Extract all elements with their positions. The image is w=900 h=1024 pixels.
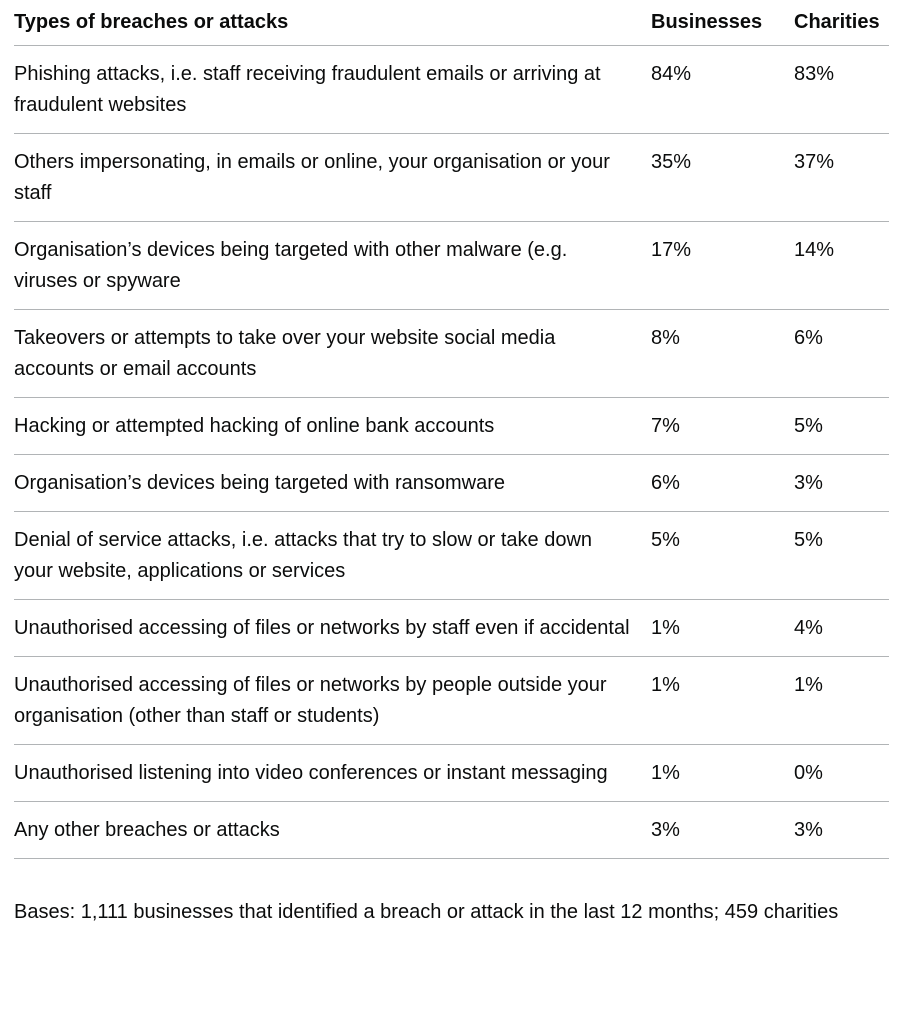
charities-value: 3% xyxy=(794,454,889,512)
charities-value: 6% xyxy=(794,309,889,398)
row-label: Unauthorised accessing of files or netwo… xyxy=(14,656,651,745)
businesses-value: 1% xyxy=(651,599,794,657)
charities-value: 1% xyxy=(794,656,889,745)
header-type: Types of breaches or attacks xyxy=(14,0,651,46)
charities-value: 37% xyxy=(794,133,889,222)
charities-value: 4% xyxy=(794,599,889,657)
businesses-value: 6% xyxy=(651,454,794,512)
row-label: Unauthorised listening into video confer… xyxy=(14,744,651,802)
table-body: Phishing attacks, i.e. staff receiving f… xyxy=(14,45,889,859)
row-label: Organisation’s devices being targeted wi… xyxy=(14,221,651,310)
table-head: Types of breaches or attacks Businesses … xyxy=(14,0,889,46)
charities-value: 3% xyxy=(794,801,889,859)
charities-value: 5% xyxy=(794,397,889,455)
table-row: Unauthorised accessing of files or netwo… xyxy=(14,656,889,745)
businesses-value: 35% xyxy=(651,133,794,222)
table-row: Phishing attacks, i.e. staff receiving f… xyxy=(14,45,889,134)
table-row: Organisation’s devices being targeted wi… xyxy=(14,454,889,512)
table-row: Hacking or attempted hacking of online b… xyxy=(14,397,889,455)
breaches-table: Types of breaches or attacks Businesses … xyxy=(14,0,889,859)
row-label: Hacking or attempted hacking of online b… xyxy=(14,397,651,455)
row-label: Unauthorised accessing of files or netwo… xyxy=(14,599,651,657)
row-label: Takeovers or attempts to take over your … xyxy=(14,309,651,398)
table-row: Denial of service attacks, i.e. attacks … xyxy=(14,511,889,600)
header-row: Types of breaches or attacks Businesses … xyxy=(14,0,889,46)
businesses-value: 8% xyxy=(651,309,794,398)
header-charities: Charities xyxy=(794,0,889,46)
row-label: Denial of service attacks, i.e. attacks … xyxy=(14,511,651,600)
businesses-value: 17% xyxy=(651,221,794,310)
charities-value: 5% xyxy=(794,511,889,600)
charities-value: 0% xyxy=(794,744,889,802)
charities-value: 83% xyxy=(794,45,889,134)
table-row: Unauthorised accessing of files or netwo… xyxy=(14,599,889,657)
businesses-value: 3% xyxy=(651,801,794,859)
row-label: Others impersonating, in emails or onlin… xyxy=(14,133,651,222)
businesses-value: 84% xyxy=(651,45,794,134)
table-row: Takeovers or attempts to take over your … xyxy=(14,309,889,398)
breaches-table-section: Types of breaches or attacks Businesses … xyxy=(14,0,889,923)
table-row: Organisation’s devices being targeted wi… xyxy=(14,221,889,310)
table-row: Unauthorised listening into video confer… xyxy=(14,744,889,802)
businesses-value: 5% xyxy=(651,511,794,600)
businesses-value: 1% xyxy=(651,656,794,745)
businesses-value: 1% xyxy=(651,744,794,802)
row-label: Organisation’s devices being targeted wi… xyxy=(14,454,651,512)
table-row: Others impersonating, in emails or onlin… xyxy=(14,133,889,222)
charities-value: 14% xyxy=(794,221,889,310)
businesses-value: 7% xyxy=(651,397,794,455)
table-row: Any other breaches or attacks 3% 3% xyxy=(14,801,889,859)
header-businesses: Businesses xyxy=(651,0,794,46)
row-label: Phishing attacks, i.e. staff receiving f… xyxy=(14,45,651,134)
bases-footnote: Bases: 1,111 businesses that identified … xyxy=(14,901,839,923)
row-label: Any other breaches or attacks xyxy=(14,801,651,859)
